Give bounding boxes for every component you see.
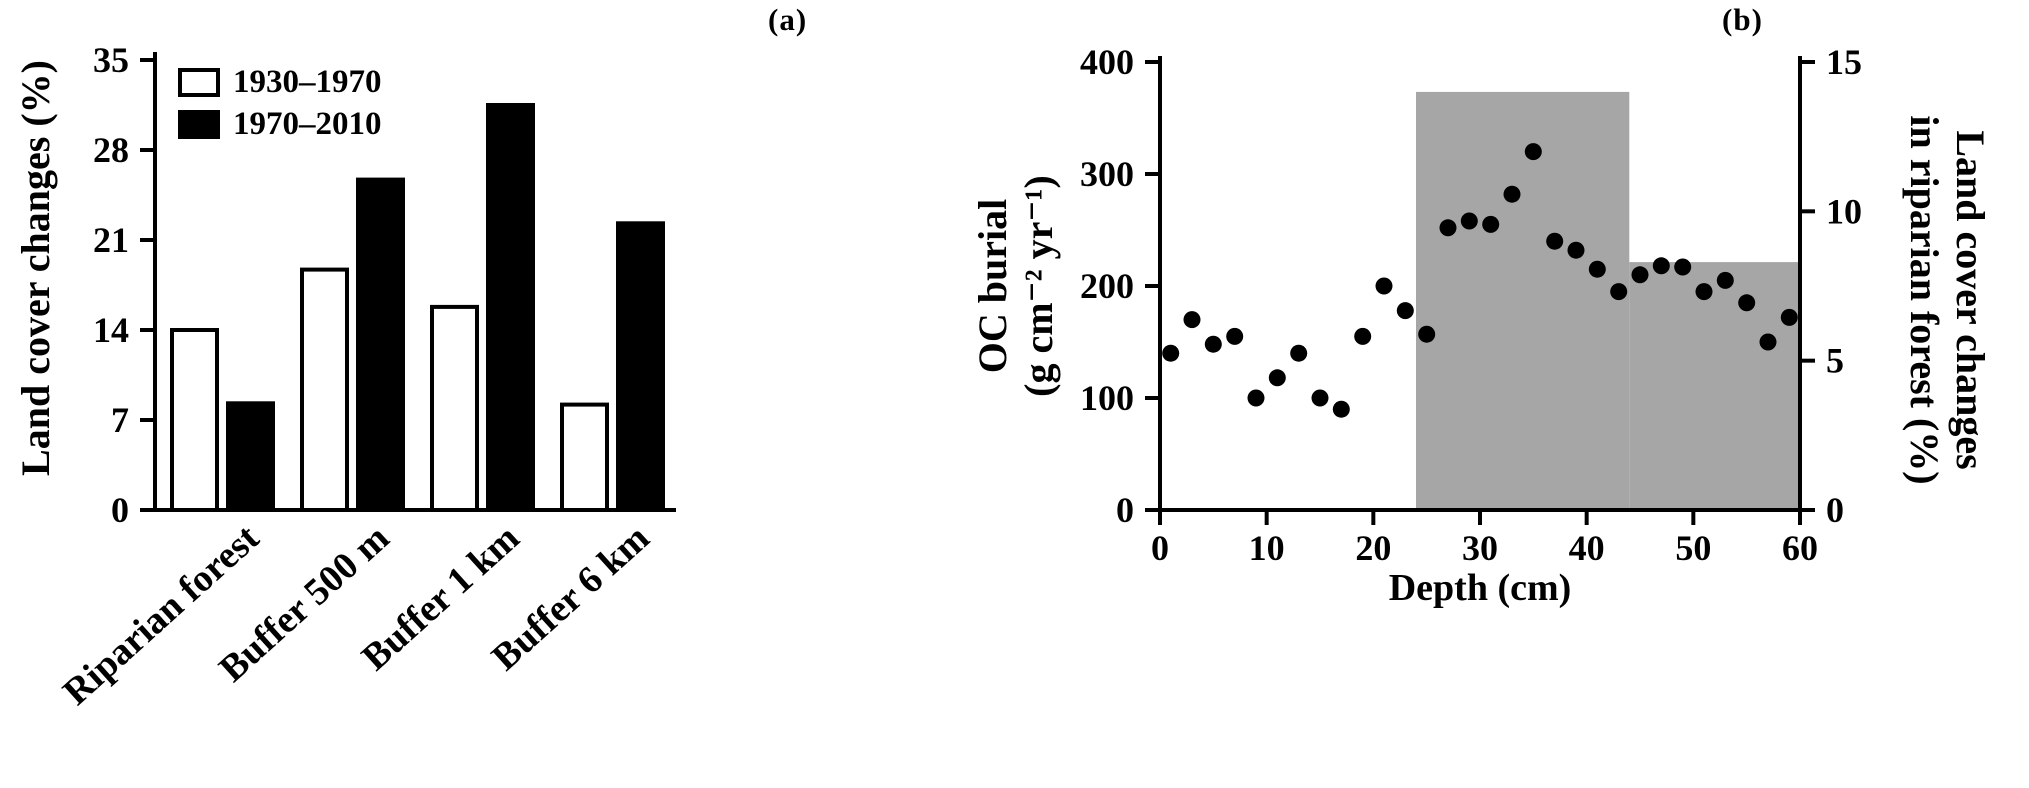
right-axis-title-line-2: in riparian forest (%) bbox=[1902, 115, 1947, 485]
oc-burial-point bbox=[1375, 277, 1393, 295]
oc-burial-point bbox=[1674, 258, 1692, 276]
oc-burial-point bbox=[1247, 389, 1265, 407]
oc-burial-point bbox=[1716, 271, 1734, 289]
oc-burial-point bbox=[1354, 327, 1372, 345]
bar-buffer-6-km-1930-1970 bbox=[560, 402, 609, 513]
legend-item-1970-2010: 1970–2010 bbox=[178, 108, 382, 141]
legend-swatch-filled-bar bbox=[178, 110, 220, 139]
oc-burial-point bbox=[1311, 389, 1329, 407]
x-tick-label: 60 bbox=[1782, 528, 1818, 568]
oc-burial-point bbox=[1695, 283, 1713, 301]
oc-burial-point bbox=[1503, 185, 1521, 203]
oc-burial-point bbox=[1738, 294, 1756, 312]
legend-item-1930-1970: 1930–1970 bbox=[178, 66, 382, 99]
legend-swatch-open-bar bbox=[178, 68, 220, 97]
y-axis-tick-label: 7 bbox=[111, 400, 129, 440]
bar-riparian-forest-1970-2010 bbox=[226, 401, 275, 512]
oc-burial-point bbox=[1631, 266, 1649, 284]
left-axis-title-line-2: (g cm⁻² yr⁻¹) bbox=[1016, 175, 1061, 397]
oc-burial-point bbox=[1652, 257, 1670, 275]
oc-burial-point bbox=[1183, 311, 1201, 329]
land-cover-area-segment-2 bbox=[1629, 262, 1800, 510]
panel-b-x-axis-title: Depth (cm) bbox=[1388, 567, 1572, 609]
oc-burial-point bbox=[1332, 400, 1350, 418]
bar-buffer-1-km-1970-2010 bbox=[486, 103, 535, 512]
right-y-tick-label: 5 bbox=[1826, 341, 1844, 381]
panel-a-y-axis-title: Land cover changes (%) bbox=[13, 60, 58, 476]
right-y-tick-label: 15 bbox=[1826, 42, 1862, 82]
x-tick-label: 10 bbox=[1249, 528, 1285, 568]
oc-burial-point bbox=[1162, 344, 1180, 362]
x-tick-label: 50 bbox=[1675, 528, 1711, 568]
x-tick-label: 20 bbox=[1355, 528, 1391, 568]
legend-label-1970-2010: 1970–2010 bbox=[233, 106, 382, 142]
oc-burial-point bbox=[1567, 241, 1585, 259]
oc-burial-point bbox=[1546, 232, 1564, 250]
right-axis-title-line-1: Land cover changes bbox=[1948, 130, 1993, 470]
y-axis-tick-label: 0 bbox=[111, 490, 129, 530]
oc-burial-point bbox=[1482, 215, 1500, 233]
oc-burial-point bbox=[1524, 143, 1542, 161]
panel-b-label: (b) bbox=[1722, 2, 1763, 37]
oc-burial-point bbox=[1396, 302, 1414, 320]
bar-buffer-1-km-1930-1970 bbox=[430, 304, 479, 512]
x-tick-label: 30 bbox=[1462, 528, 1498, 568]
y-axis-tick-label: 14 bbox=[93, 310, 129, 350]
left-y-tick-label: 300 bbox=[1080, 154, 1134, 194]
oc-burial-point bbox=[1204, 335, 1222, 353]
oc-burial-point bbox=[1268, 369, 1286, 387]
bar-buffer-500-m-1970-2010 bbox=[356, 177, 405, 512]
bar-buffer-6-km-1970-2010 bbox=[616, 221, 665, 513]
oc-burial-point bbox=[1226, 327, 1244, 345]
oc-burial-point bbox=[1780, 308, 1798, 326]
right-y-tick-label: 10 bbox=[1826, 191, 1862, 231]
panel-a-label: (a) bbox=[768, 2, 808, 37]
oc-burial-point bbox=[1610, 283, 1628, 301]
y-axis-tick-label: 21 bbox=[93, 220, 129, 260]
panel-b-left-axis-title: OC burial (g cm⁻² yr⁻¹) bbox=[970, 175, 1062, 397]
panel-b-right-axis-title: Land cover changes in riparian forest (%… bbox=[1901, 115, 1993, 484]
right-y-tick-label: 0 bbox=[1826, 490, 1844, 530]
legend-label-1930-1970: 1930–1970 bbox=[233, 64, 382, 100]
legend: 1930–1970 1970–2010 bbox=[178, 66, 382, 150]
left-y-tick-label: 200 bbox=[1080, 266, 1134, 306]
oc-burial-point bbox=[1439, 219, 1457, 237]
x-tick-label: 40 bbox=[1569, 528, 1605, 568]
land-cover-area-segment-1 bbox=[1416, 91, 1630, 511]
left-y-tick-label: 0 bbox=[1116, 490, 1134, 530]
left-axis-title-line-1: OC burial bbox=[970, 198, 1015, 374]
oc-burial-point bbox=[1588, 260, 1606, 278]
y-axis-tick-label: 28 bbox=[93, 130, 129, 170]
oc-burial-point bbox=[1759, 333, 1777, 351]
left-y-tick-label: 100 bbox=[1080, 378, 1134, 418]
oc-burial-point bbox=[1290, 344, 1308, 362]
y-axis-tick-label: 35 bbox=[93, 40, 129, 80]
oc-burial-point bbox=[1460, 212, 1478, 230]
bar-riparian-forest-1930-1970 bbox=[170, 328, 219, 512]
oc-burial-point bbox=[1418, 325, 1436, 343]
bar-buffer-500-m-1930-1970 bbox=[300, 267, 349, 512]
left-y-tick-label: 400 bbox=[1080, 42, 1134, 82]
x-tick-label: 0 bbox=[1151, 528, 1169, 568]
